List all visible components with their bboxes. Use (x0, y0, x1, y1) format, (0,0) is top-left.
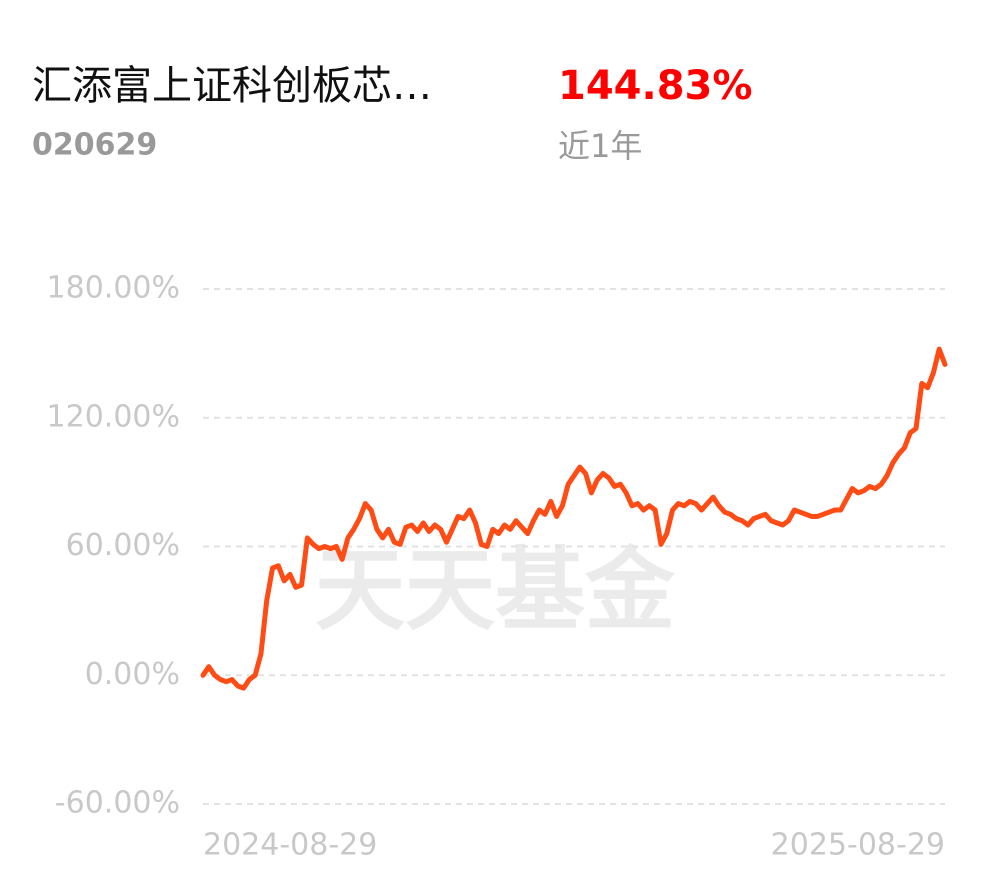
y-tick-label: 60.00% (66, 528, 180, 563)
y-tick-label: 120.00% (47, 399, 180, 434)
y-tick-label: -60.00% (55, 786, 180, 821)
fund-code: 020629 (32, 128, 157, 163)
x-tick-label: 2024-08-29 (203, 828, 377, 863)
x-tick-label: 2025-08-29 (771, 828, 945, 863)
fund-title: 汇添富上证科创板芯… (32, 63, 432, 109)
watermark: 天天基金 (315, 538, 676, 643)
line-series (200, 346, 948, 691)
y-tick-label: 0.00% (85, 657, 180, 692)
y-tick-label: 180.00% (47, 271, 180, 306)
period-label: 近1年 (558, 127, 642, 165)
return-value: 144.83% (558, 63, 752, 109)
